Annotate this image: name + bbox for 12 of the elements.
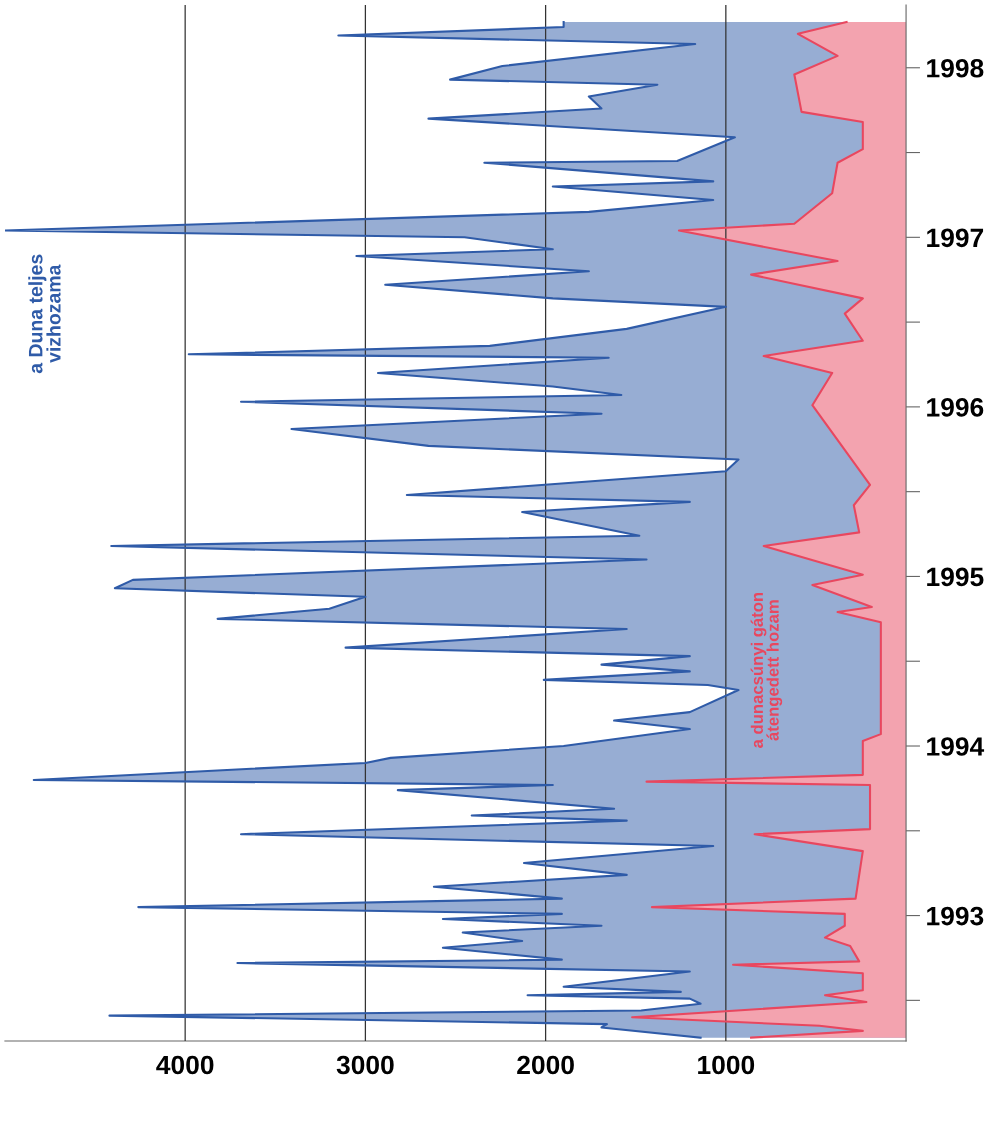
y-tick-label: 1994 — [927, 737, 985, 756]
x-tick-label: 4000 — [156, 1055, 214, 1075]
y-tick-label: 1997 — [927, 228, 984, 248]
text: a dunacsúnyi gáton átengedett hozam — [750, 592, 783, 748]
y-tick-label: 1996 — [927, 398, 984, 417]
y-tick-label: 1995 — [927, 567, 984, 587]
x-tick-label: 2000 — [517, 1055, 574, 1075]
x-tick-label: 3000 — [336, 1055, 394, 1075]
x-tick-label: 1000 — [698, 1055, 755, 1075]
text: a Duna teljes vizhozama — [28, 254, 61, 374]
y-tick-label: 1998 — [927, 58, 984, 78]
y-tick-label: 1993 — [927, 906, 984, 926]
